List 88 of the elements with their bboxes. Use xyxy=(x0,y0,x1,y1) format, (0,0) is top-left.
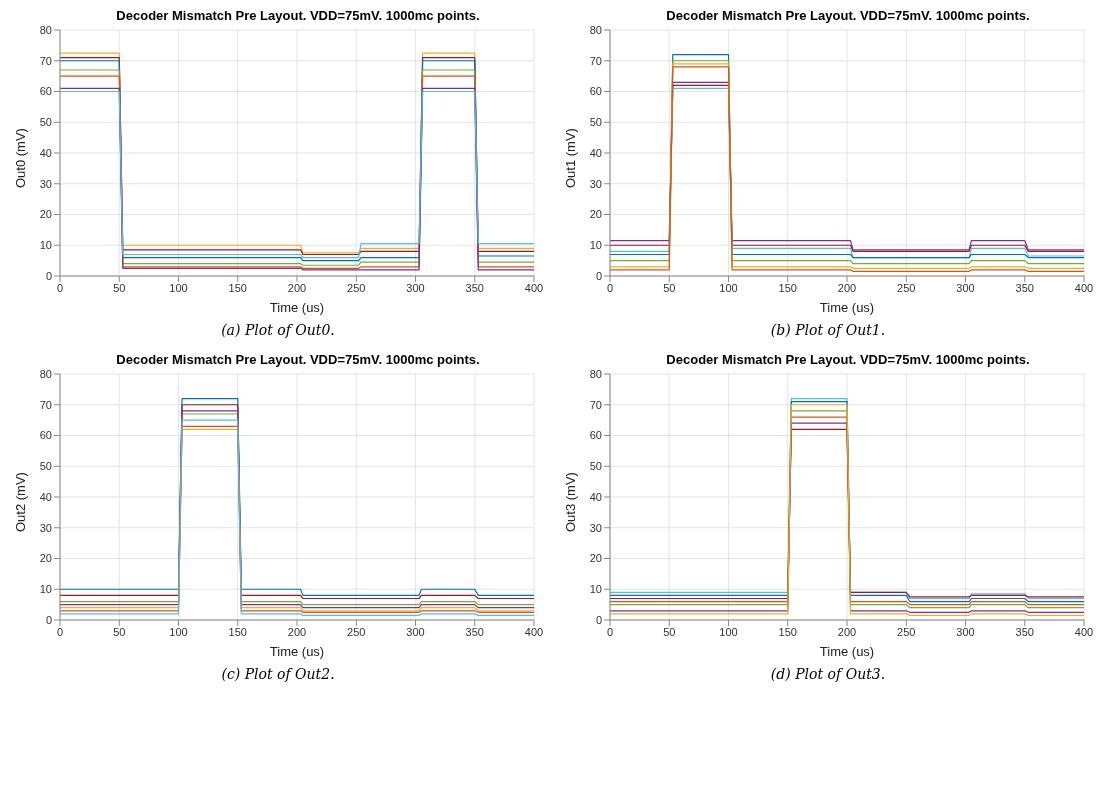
x-tick-label: 200 xyxy=(837,625,857,638)
y-tick-label: 20 xyxy=(39,208,52,221)
y-tick-label: 10 xyxy=(589,239,602,252)
y-tick-label: 60 xyxy=(589,85,602,98)
text: (b) Plot of Out1. xyxy=(769,322,887,340)
x-tick-label: 200 xyxy=(837,281,857,294)
x-tick-label: 0 xyxy=(606,281,614,294)
y-tick-label: 40 xyxy=(39,490,52,503)
y-tick-label: 0 xyxy=(595,613,602,626)
x-tick-label: 300 xyxy=(406,281,425,294)
y-tick-label: 80 xyxy=(589,367,602,380)
x-tick-label: 400 xyxy=(1074,625,1094,638)
x-tick-label: 100 xyxy=(169,281,188,294)
y-tick-label: 0 xyxy=(45,613,52,626)
x-tick-label: 400 xyxy=(1074,281,1094,294)
y-tick-label: 10 xyxy=(39,239,52,252)
y-tick-label: 40 xyxy=(589,490,602,503)
x-tick-label: 300 xyxy=(406,625,425,638)
y-tick-label: 70 xyxy=(39,398,52,411)
y-tick-label: 70 xyxy=(589,398,602,411)
x-tick-label: 0 xyxy=(56,281,64,294)
x-tick-label: 150 xyxy=(228,281,247,294)
x-tick-label: 100 xyxy=(169,625,188,638)
y-tick-label: 70 xyxy=(39,54,52,67)
x-tick-label: 300 xyxy=(956,625,975,638)
y-tick-label: 30 xyxy=(589,177,602,190)
text: (a) Plot of Out0. xyxy=(220,322,336,340)
x-tick-label: 200 xyxy=(287,281,307,294)
y-tick-label: 50 xyxy=(39,116,52,129)
x-axis-title: Time (us) xyxy=(819,300,875,315)
x-tick-label: 50 xyxy=(663,625,676,638)
y-tick-label: 60 xyxy=(589,429,602,442)
x-tick-label: 250 xyxy=(897,625,916,638)
x-tick-label: 150 xyxy=(778,625,797,638)
chart-title: Decoder Mismatch Pre Layout. VDD=75mV. 1000mc points. xyxy=(116,352,480,367)
y-tick-label: 50 xyxy=(589,460,602,473)
x-tick-label: 50 xyxy=(663,281,676,294)
y-axis-title: Out0 (mV) xyxy=(12,128,28,188)
x-tick-label: 100 xyxy=(719,281,738,294)
y-tick-label: 0 xyxy=(45,269,52,282)
x-tick-label: 250 xyxy=(347,281,366,294)
y-tick-label: 30 xyxy=(39,521,52,534)
text: (d) Plot of Out3. xyxy=(769,666,887,684)
y-tick-label: 80 xyxy=(589,23,602,36)
y-axis-title: Out1 (mV) xyxy=(562,128,578,188)
y-tick-label: 50 xyxy=(39,460,52,473)
x-tick-label: 0 xyxy=(56,625,64,638)
y-tick-label: 80 xyxy=(39,367,52,380)
x-tick-label: 400 xyxy=(524,281,544,294)
x-tick-label: 150 xyxy=(778,281,797,294)
y-tick-label: 30 xyxy=(589,521,602,534)
x-tick-label: 150 xyxy=(228,625,247,638)
x-axis-title: Time (us) xyxy=(269,644,325,659)
y-tick-label: 60 xyxy=(39,85,52,98)
y-axis-title: Out2 (mV) xyxy=(12,472,28,532)
text: (c) Plot of Out2. xyxy=(220,666,336,684)
x-axis-title: Time (us) xyxy=(269,300,325,315)
y-tick-label: 10 xyxy=(589,583,602,596)
y-tick-label: 20 xyxy=(39,552,52,565)
x-tick-label: 350 xyxy=(1015,281,1034,294)
y-tick-label: 30 xyxy=(39,177,52,190)
y-tick-label: 60 xyxy=(39,429,52,442)
x-tick-label: 350 xyxy=(1015,625,1034,638)
y-tick-label: 20 xyxy=(589,552,602,565)
y-tick-label: 40 xyxy=(39,146,52,159)
x-tick-label: 50 xyxy=(113,281,126,294)
x-tick-label: 100 xyxy=(719,625,738,638)
x-tick-label: 200 xyxy=(287,625,307,638)
x-tick-label: 50 xyxy=(113,625,126,638)
x-tick-label: 0 xyxy=(606,625,614,638)
x-tick-label: 350 xyxy=(465,281,484,294)
chart-title: Decoder Mismatch Pre Layout. VDD=75mV. 1000mc points. xyxy=(666,352,1030,367)
y-tick-label: 50 xyxy=(589,116,602,129)
x-tick-label: 350 xyxy=(465,625,484,638)
x-tick-label: 250 xyxy=(347,625,366,638)
x-tick-label: 400 xyxy=(524,625,544,638)
chart-title: Decoder Mismatch Pre Layout. VDD=75mV. 1000mc points. xyxy=(666,8,1030,23)
chart-title: Decoder Mismatch Pre Layout. VDD=75mV. 1000mc points. xyxy=(116,8,480,23)
y-tick-label: 0 xyxy=(595,269,602,282)
y-tick-label: 80 xyxy=(39,23,52,36)
y-tick-label: 10 xyxy=(39,583,52,596)
x-tick-label: 300 xyxy=(956,281,975,294)
y-tick-label: 20 xyxy=(589,208,602,221)
x-axis-title: Time (us) xyxy=(819,644,875,659)
y-tick-label: 40 xyxy=(589,146,602,159)
y-tick-label: 70 xyxy=(589,54,602,67)
y-axis-title: Out3 (mV) xyxy=(562,472,578,532)
x-tick-label: 250 xyxy=(897,281,916,294)
